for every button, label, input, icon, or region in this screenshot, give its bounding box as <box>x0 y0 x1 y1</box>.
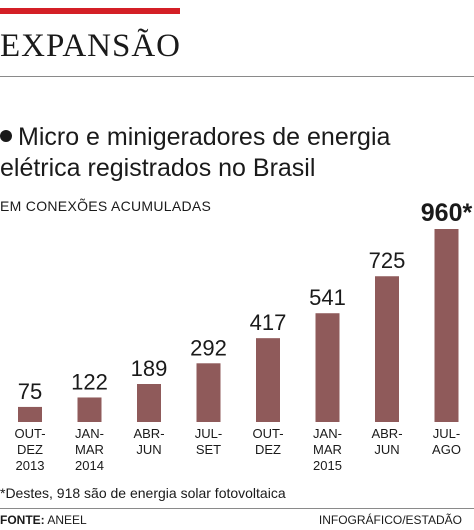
category-label: MAR <box>75 442 104 457</box>
category-label: 2015 <box>313 458 342 473</box>
category-label: DEZ <box>255 442 281 457</box>
value-label: 960* <box>421 199 473 227</box>
category-label: JAN- <box>75 426 104 441</box>
value-label: 122 <box>71 369 108 394</box>
category-label: MAR <box>313 442 342 457</box>
value-label: 292 <box>190 335 227 360</box>
category-label: SET <box>196 442 221 457</box>
category-label: 2014 <box>75 458 104 473</box>
bar <box>77 397 102 422</box>
source-value: ANEEL <box>47 513 87 527</box>
category-label: 2013 <box>16 458 45 473</box>
chart-title-line-2: elétrica registrados no Brasil <box>0 154 316 182</box>
category-label: AGO <box>432 442 461 457</box>
chart-title-text-1: Micro e minigeradores de energia <box>18 123 391 151</box>
bar <box>18 406 42 422</box>
category-label: JUN <box>374 442 399 457</box>
category-label: ABR- <box>371 426 402 441</box>
category-label: OUT- <box>252 426 283 441</box>
value-label: 75 <box>18 379 42 404</box>
chart-title-line-1: Micro e minigeradores de energia <box>0 122 390 153</box>
bar <box>196 363 221 422</box>
value-label: 189 <box>131 356 168 381</box>
footnote: *Destes, 918 são de energia solar fotovo… <box>0 485 286 501</box>
category-label: JUN <box>136 442 161 457</box>
category-label: JUL- <box>433 426 460 441</box>
category-label: JAN- <box>313 426 342 441</box>
bar <box>375 276 399 422</box>
category-label: OUT- <box>14 426 45 441</box>
value-label: 417 <box>250 310 287 335</box>
bar <box>434 229 459 422</box>
accent-rule <box>0 8 180 14</box>
source-label: FONTE: <box>0 513 45 527</box>
headline: EXPANSÃO <box>0 28 181 64</box>
bar <box>256 338 280 422</box>
chart-unit-label: EM CONEXÕES ACUMULADAS <box>0 198 212 214</box>
source: FONTE: ANEEL <box>0 513 87 527</box>
bar <box>137 384 161 422</box>
divider <box>0 76 474 77</box>
value-label: 725 <box>369 248 406 273</box>
bar <box>315 313 340 422</box>
bullet-icon <box>0 130 12 142</box>
value-label: 541 <box>309 285 346 310</box>
category-label: ABR- <box>133 426 164 441</box>
category-label: JUL- <box>195 426 222 441</box>
footer-divider <box>0 508 474 509</box>
category-label: DEZ <box>17 442 43 457</box>
bar-chart: 75OUT-DEZ2013122JAN-MAR2014189ABR-JUN292… <box>14 199 473 473</box>
chart-title: Micro e minigeradores de energia elétric… <box>0 122 390 184</box>
credit: INFOGRÁFICO/ESTADÃO <box>318 513 462 527</box>
